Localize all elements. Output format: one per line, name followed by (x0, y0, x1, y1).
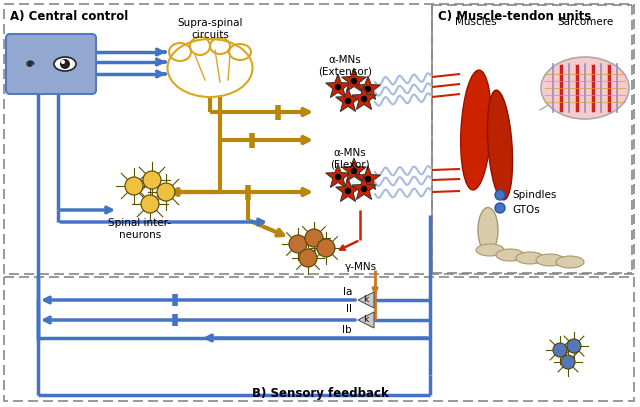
Circle shape (335, 174, 341, 180)
Text: Ia: Ia (342, 287, 352, 297)
Circle shape (345, 98, 351, 104)
Ellipse shape (496, 249, 524, 261)
Circle shape (157, 183, 175, 201)
Ellipse shape (536, 254, 564, 266)
Ellipse shape (478, 208, 498, 252)
Text: k: k (364, 315, 369, 324)
Circle shape (561, 355, 575, 369)
Text: Ib: Ib (342, 325, 352, 335)
Text: γ-MNs: γ-MNs (345, 262, 377, 272)
Circle shape (567, 339, 581, 353)
Polygon shape (351, 86, 376, 109)
Circle shape (305, 229, 323, 247)
Polygon shape (351, 176, 376, 199)
Polygon shape (356, 166, 380, 190)
Circle shape (365, 86, 371, 92)
Circle shape (61, 60, 65, 64)
Text: α-MNs
(Extensor): α-MNs (Extensor) (318, 55, 372, 77)
Polygon shape (335, 178, 360, 201)
Circle shape (361, 96, 367, 102)
Ellipse shape (461, 70, 492, 190)
FancyBboxPatch shape (6, 34, 96, 94)
Bar (4, 4, 634, 274)
Text: Spinal inter-
neurons: Spinal inter- neurons (108, 218, 172, 240)
Circle shape (335, 84, 341, 90)
Circle shape (351, 168, 357, 174)
Text: GTOs: GTOs (512, 205, 540, 215)
Circle shape (289, 235, 307, 253)
Text: II: II (346, 304, 352, 314)
Circle shape (345, 188, 351, 194)
Text: C) Muscle-tendon units: C) Muscle-tendon units (438, 10, 591, 23)
Text: A) Central control: A) Central control (10, 10, 128, 23)
Text: Sarcomere: Sarcomere (557, 17, 613, 27)
Ellipse shape (476, 244, 504, 256)
Circle shape (143, 171, 161, 189)
Polygon shape (358, 312, 374, 328)
Polygon shape (358, 292, 374, 308)
Polygon shape (342, 68, 366, 92)
Circle shape (141, 195, 159, 213)
Ellipse shape (541, 57, 629, 119)
Circle shape (553, 343, 567, 357)
Ellipse shape (556, 256, 584, 268)
Text: Spindles: Spindles (512, 190, 556, 200)
Polygon shape (326, 74, 350, 98)
Circle shape (299, 249, 317, 267)
Text: B) Sensory feedback: B) Sensory feedback (252, 387, 388, 400)
Circle shape (495, 203, 505, 213)
Circle shape (495, 190, 505, 200)
Circle shape (351, 78, 357, 84)
Polygon shape (342, 158, 366, 182)
Ellipse shape (488, 90, 513, 200)
Text: Muscles: Muscles (455, 17, 497, 27)
Text: α-MNs
(Flexor): α-MNs (Flexor) (330, 148, 370, 170)
Circle shape (60, 59, 70, 69)
Ellipse shape (54, 57, 76, 71)
Polygon shape (356, 76, 380, 100)
Circle shape (317, 239, 335, 257)
Circle shape (361, 186, 367, 192)
Circle shape (125, 177, 143, 195)
Text: k: k (364, 295, 369, 304)
Text: Supra-spinal
circuits: Supra-spinal circuits (177, 18, 243, 39)
Polygon shape (335, 88, 360, 112)
Polygon shape (326, 164, 350, 188)
Ellipse shape (516, 252, 544, 264)
Circle shape (365, 176, 371, 182)
Bar (4, 277, 634, 401)
